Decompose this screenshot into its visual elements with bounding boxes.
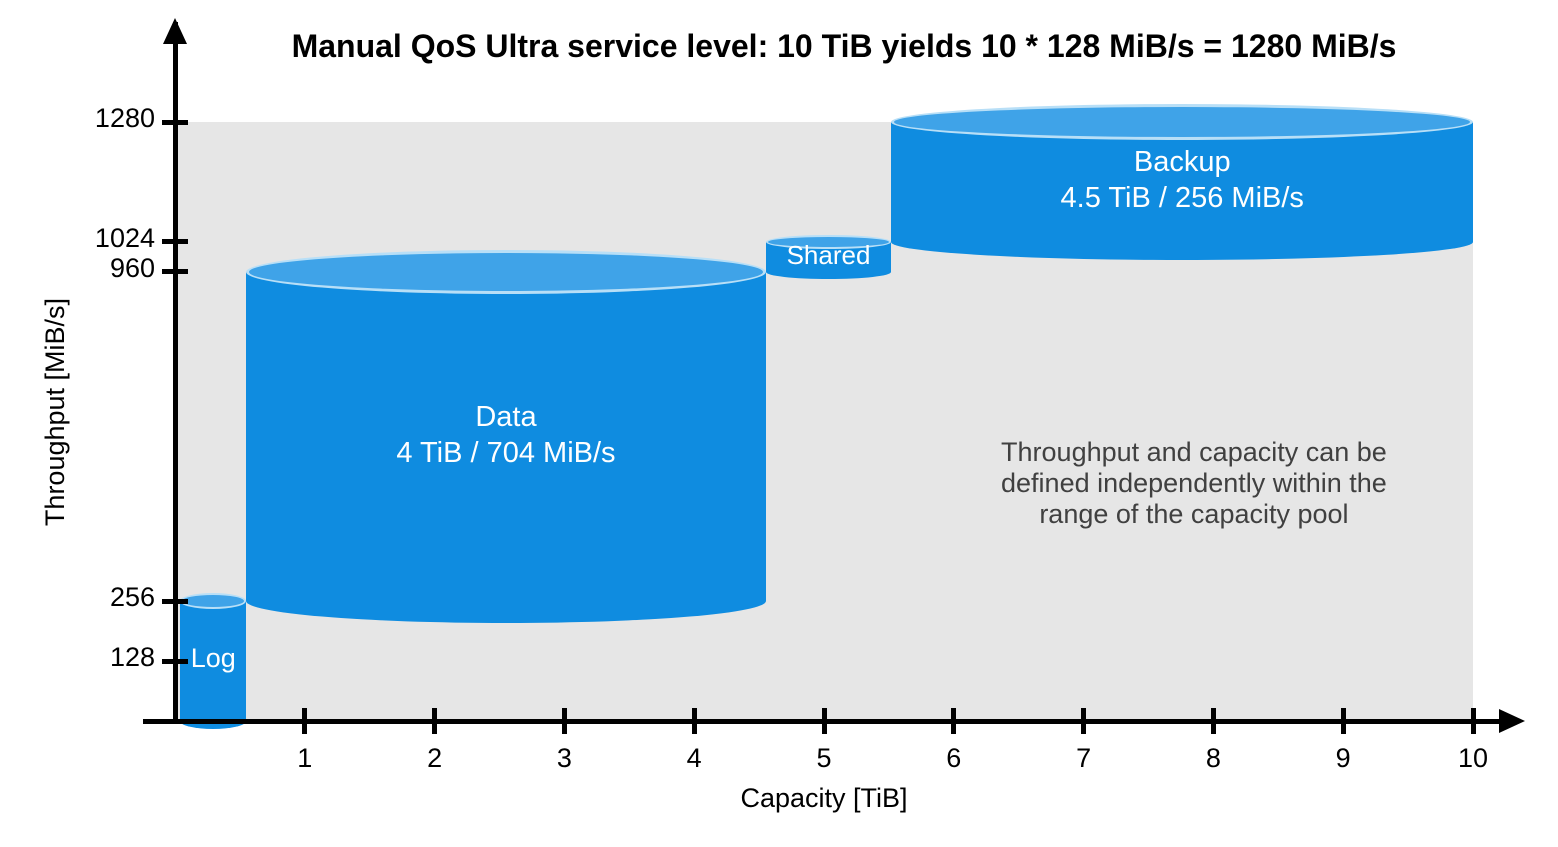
y-tick [162,239,188,244]
cylinder-backup: Backup4.5 TiB / 256 MiB/s [891,104,1473,260]
x-tick-label: 3 [534,743,594,774]
x-tick-label: 6 [924,743,984,774]
y-tick-label: 128 [60,642,155,673]
x-tick [562,708,567,734]
x-tick [1471,708,1476,734]
x-tick [1081,708,1086,734]
cylinder-backup-label: Backup4.5 TiB / 256 MiB/s [891,144,1473,217]
x-tick [1211,708,1216,734]
y-tick [162,120,188,125]
x-tick [692,708,697,734]
y-tick-label: 960 [60,253,155,284]
cylinder-data-label: Data4 TiB / 704 MiB/s [246,399,765,472]
x-tick-label: 5 [794,743,854,774]
y-axis-title: Throughput [MiB/s] [40,262,71,562]
y-tick-label: 256 [60,582,155,613]
x-tick-label: 9 [1313,743,1373,774]
x-tick [951,708,956,734]
cylinder-log-label: Log [180,642,246,676]
y-tick [162,659,188,664]
x-tick [822,708,827,734]
x-tick [1341,708,1346,734]
cylinder-data: Data4 TiB / 704 MiB/s [246,250,765,623]
x-axis-arrow [1499,709,1525,733]
x-tick-label: 10 [1443,743,1503,774]
x-tick [302,708,307,734]
qos-chart: Manual QoS Ultra service level: 10 TiB y… [0,0,1558,847]
x-axis-title: Capacity [TiB] [175,783,1473,814]
x-tick-label: 4 [664,743,724,774]
cylinder-shared-label: Shared [766,239,892,272]
chart-title: Manual QoS Ultra service level: 10 TiB y… [215,28,1473,65]
y-tick-label: 1024 [60,223,155,254]
x-tick-label: 7 [1054,743,1114,774]
y-tick [162,599,188,604]
x-tick-label: 2 [405,743,465,774]
y-tick [162,269,188,274]
cylinder-log: Log [180,593,246,729]
annotation-text: Throughput and capacity can bedefined in… [934,437,1454,530]
y-tick-label: 1280 [60,103,155,134]
y-axis [173,22,178,724]
x-tick [432,708,437,734]
x-tick-label: 8 [1183,743,1243,774]
y-axis-arrow [163,18,187,44]
x-tick-label: 1 [275,743,335,774]
cylinder-shared: Shared [766,235,892,279]
